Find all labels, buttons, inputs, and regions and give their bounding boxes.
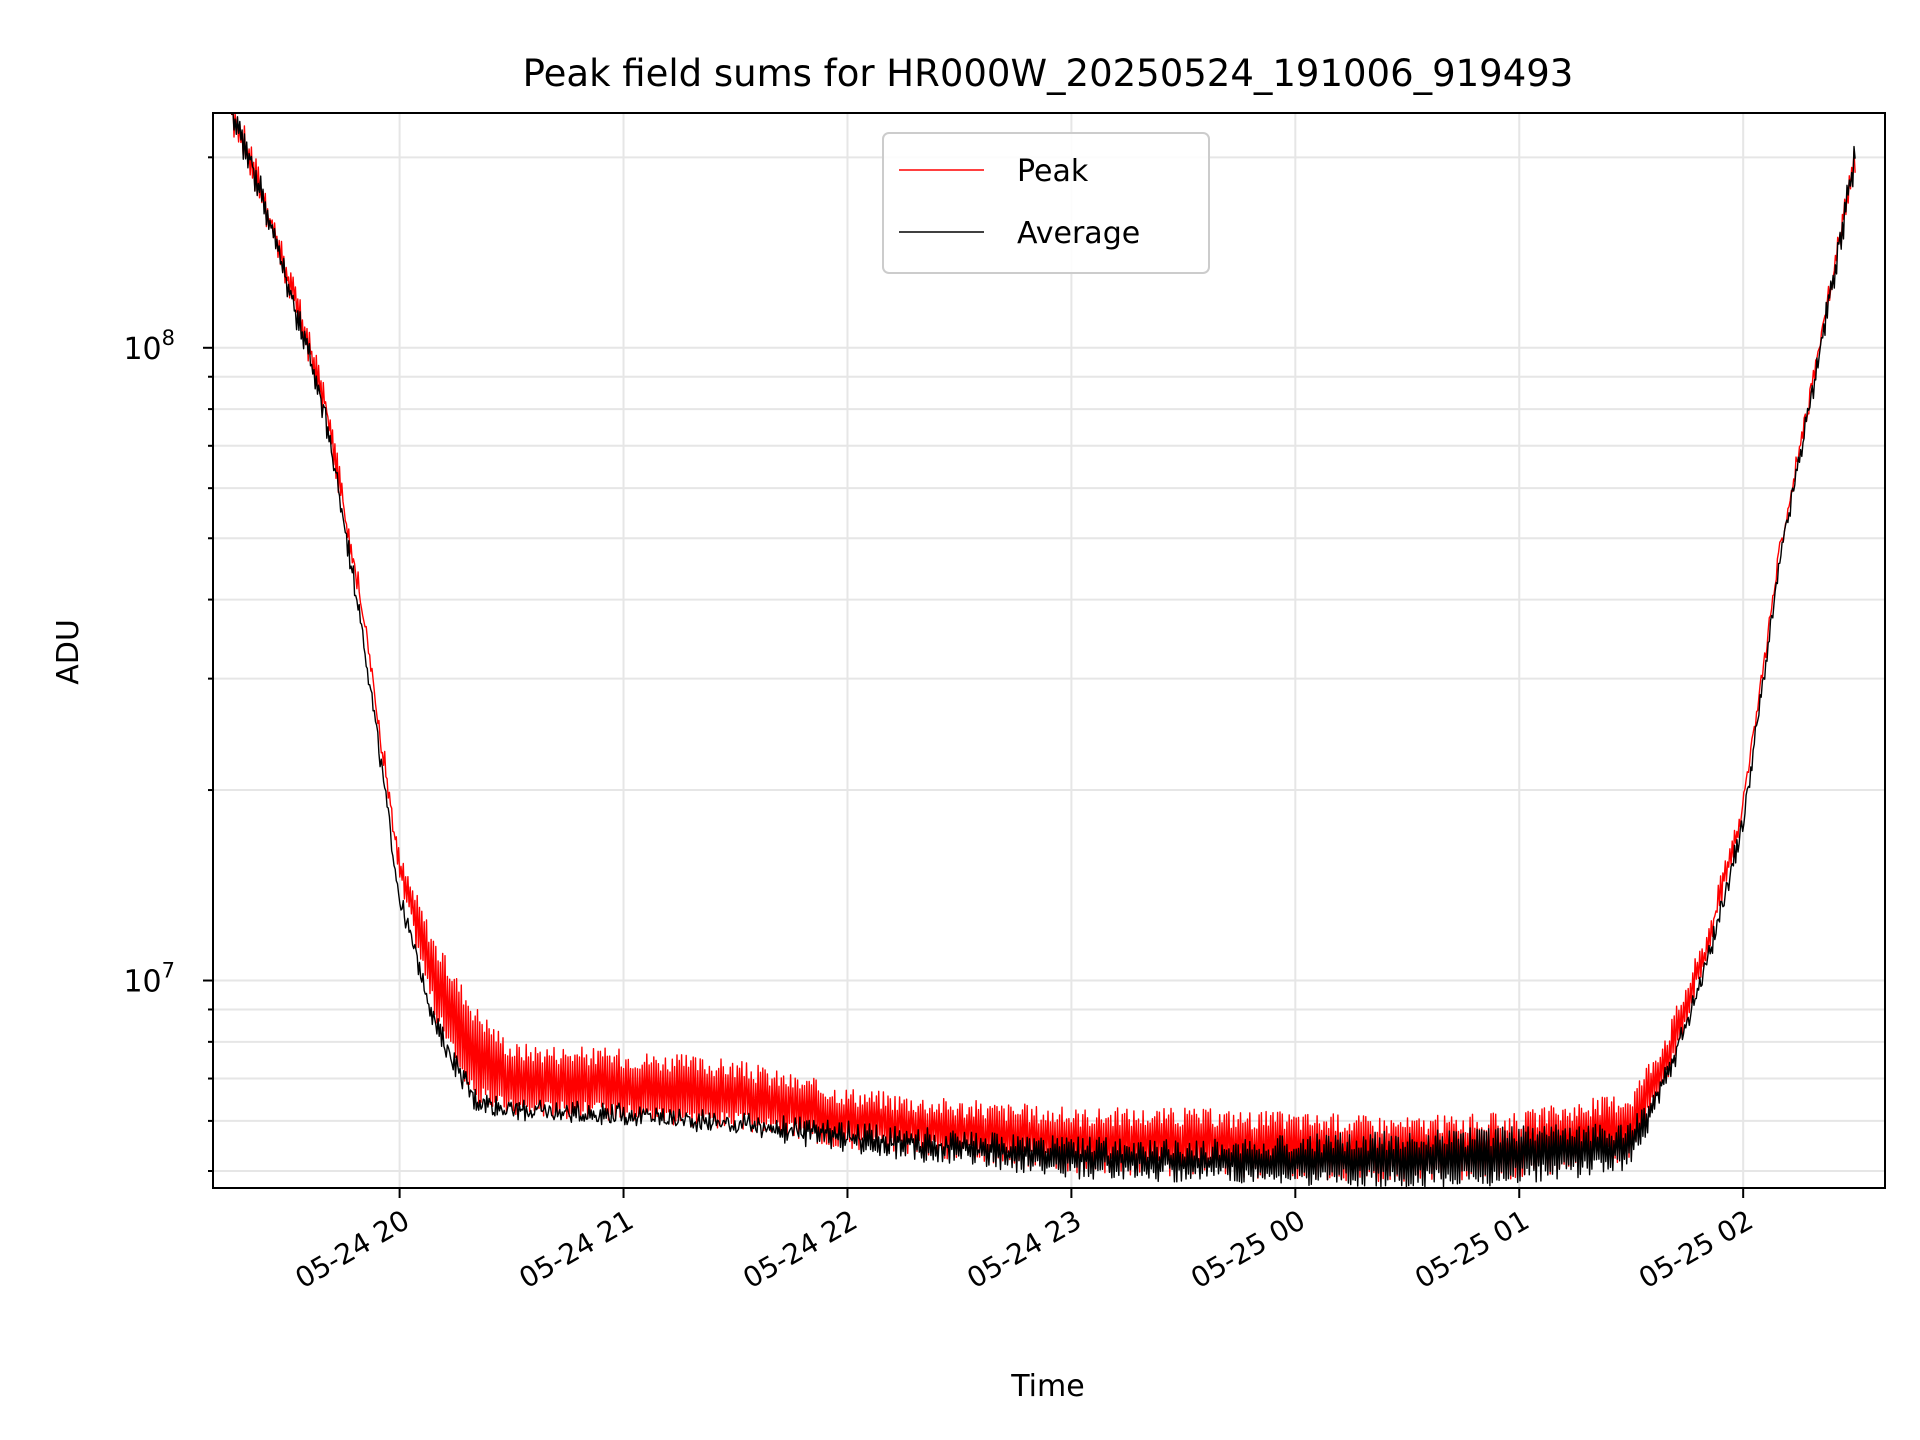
y-tick-label-1: 108 [123,326,175,367]
legend: Peak Average [882,132,1210,274]
legend-box [882,132,1210,274]
y-axis-label: ADU [51,619,86,685]
legend-label-peak: Peak [1017,154,1089,189]
chart-title: Peak field sums for HR000W_20250524_1910… [523,52,1574,95]
legend-label-average: Average [1017,216,1140,251]
series-layer [231,113,1856,1188]
plot-frame [212,112,1886,1189]
y-tick-label-0: 107 [123,959,175,1000]
series-average [231,113,1856,1188]
y-axis: 107 108 [123,156,213,1172]
x-axis-label: Time [1010,1369,1084,1404]
grid [213,113,1885,1188]
